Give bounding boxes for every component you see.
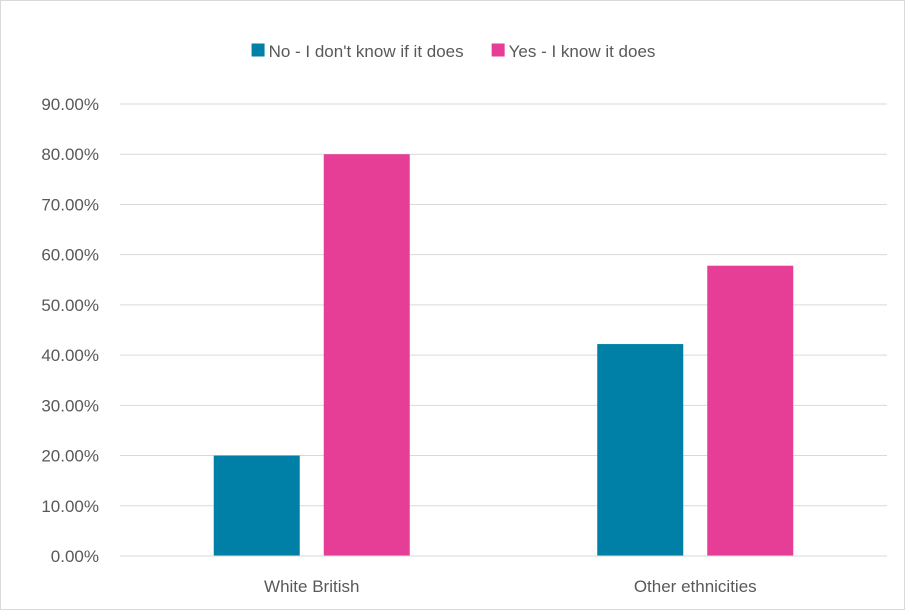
bar-yes-white-british	[323, 154, 410, 556]
x-axis-category-labels: White British Other ethnicities	[264, 577, 757, 596]
chart-legend: No - I don't know if it does Yes - I know…	[251, 42, 656, 61]
y-tick-label: 20.00%	[41, 447, 99, 466]
legend-swatch	[491, 43, 505, 57]
y-tick-label: 90.00%	[41, 95, 99, 114]
y-tick-label: 0.00%	[51, 547, 99, 566]
legend-swatch	[251, 43, 265, 57]
y-tick-label: 40.00%	[41, 346, 99, 365]
bar-yes-other-ethnicities	[707, 265, 794, 556]
x-category-label: White British	[264, 577, 359, 596]
y-tick-label: 60.00%	[41, 246, 99, 265]
bar-no-other-ethnicities	[597, 344, 684, 556]
legend-label: No - I don't know if it does	[269, 42, 464, 61]
y-tick-label: 10.00%	[41, 497, 99, 516]
y-tick-label: 80.00%	[41, 145, 99, 164]
y-tick-label: 50.00%	[41, 296, 99, 315]
bars	[213, 154, 794, 556]
y-tick-label: 30.00%	[41, 396, 99, 415]
x-category-label: Other ethnicities	[634, 577, 757, 596]
y-tick-label: 70.00%	[41, 195, 99, 214]
bar-no-white-british	[213, 455, 300, 556]
legend-label: Yes - I know it does	[509, 42, 656, 61]
y-axis-tick-labels: 0.00% 10.00% 20.00% 30.00% 40.00% 50.00% 60.00…	[41, 95, 99, 566]
